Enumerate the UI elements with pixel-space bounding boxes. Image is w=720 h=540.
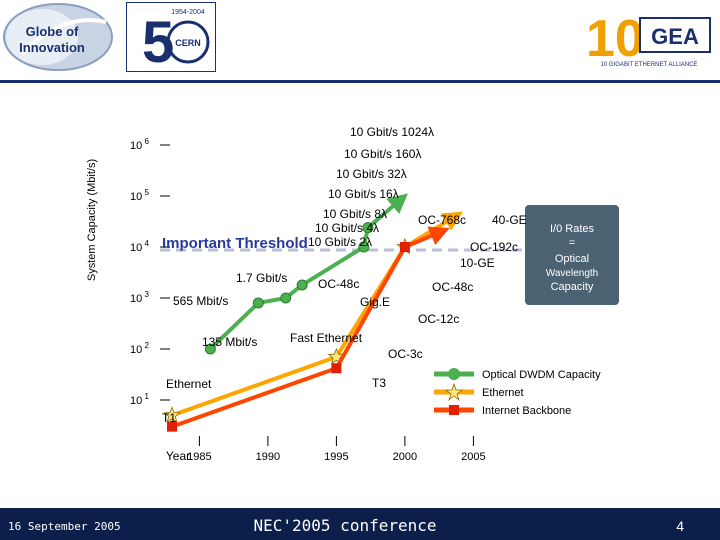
dwdm-point <box>252 297 264 309</box>
annotation-label: 1.7 Gbit/s <box>236 271 287 285</box>
legend-dwdm-label: Optical DWDM Capacity <box>482 369 601 381</box>
10gea-logo: 10 GEA 10 GIGABIT ETHERNET ALLIANCE <box>586 10 711 68</box>
annotation-label: 10 Gbit/s 8λ <box>323 207 387 221</box>
annotation-label: OC-48c <box>318 277 359 291</box>
annotation-label: Ethernet <box>166 377 212 391</box>
svg-text:Innovation: Innovation <box>19 40 85 55</box>
svg-text:Globe of: Globe of <box>26 24 79 39</box>
annotation-label: 40-GE <box>492 213 527 227</box>
annotation-label: 10 Gbit/s 4λ <box>315 221 379 235</box>
threshold-label: Important Threshold <box>162 235 308 252</box>
ethernet-point <box>163 406 181 423</box>
svg-text:CERN: CERN <box>175 38 201 48</box>
annotation-label: OC-192c <box>470 240 518 254</box>
dwdm-point <box>280 292 292 304</box>
y-tick-label: 10 1 <box>130 392 149 407</box>
x-tick-label: 1990 <box>256 451 280 463</box>
capacity-chart: 10 1 10 2 10 3 10 4 10 5 10 6 1985 1990 1995 2000… <box>130 125 620 463</box>
cern-50-logo: 5 CERN 1954-2004 <box>126 2 216 72</box>
svg-text:1954-2004: 1954-2004 <box>171 9 205 16</box>
svg-text:10 GIGABIT ETHERNET ALLIANCE: 10 GIGABIT ETHERNET ALLIANCE <box>601 62 698 68</box>
x-tick-label: 1985 <box>187 451 211 463</box>
annotation-label: 10 Gbit/s 16λ <box>328 187 399 201</box>
footer-title: NEC'2005 conference <box>253 516 437 535</box>
io-note-line-3: Optical <box>555 253 589 265</box>
footer: 16 September 2005 NEC'2005 conference 4 <box>0 508 720 540</box>
annotation-label: 10 Gbit/s 160λ <box>344 147 421 161</box>
annotation-label: 135 Mbit/s <box>202 335 257 349</box>
y-tick-label: 10 6 <box>130 137 149 152</box>
io-note-line-1: I/0 Rates <box>550 223 595 235</box>
legend-backbone-marker <box>449 405 459 415</box>
y-tick-label: 10 2 <box>130 341 149 356</box>
x-tick-label: 2005 <box>461 451 485 463</box>
legend-dwdm-marker <box>448 368 460 380</box>
y-tick-label: 10 5 <box>130 188 149 203</box>
footer-date: 16 September 2005 <box>8 520 121 533</box>
io-rates-box <box>525 205 619 305</box>
legend: Optical DWDM Capacity Ethernet Internet … <box>434 368 601 417</box>
legend-ethernet-marker <box>444 382 464 402</box>
svg-text:GEA: GEA <box>651 24 699 49</box>
dwdm-point <box>296 279 308 291</box>
page-number: 4 <box>676 518 684 534</box>
annotation-label: 10 Gbit/s 2λ <box>308 235 372 249</box>
x-axis-label: Year <box>166 449 190 463</box>
svg-text:10: 10 <box>586 10 644 68</box>
y-tick-label: 10 4 <box>130 239 149 254</box>
y-tick-label: 10 3 <box>130 290 149 305</box>
x-tick-label: 1995 <box>324 451 348 463</box>
annotation-label: OC-768c <box>418 213 466 227</box>
dwdm-point <box>362 222 374 234</box>
legend-ethernet-label: Ethernet <box>482 387 524 399</box>
header-divider <box>0 80 720 83</box>
backbone-point <box>167 421 177 432</box>
annotation-label: T3 <box>372 376 386 390</box>
io-note-line-4: Wavelength <box>546 268 598 279</box>
legend-backbone-label: Internet Backbone <box>482 405 571 417</box>
annotation-label: OC-3c <box>388 347 423 361</box>
backbone-point <box>331 363 342 374</box>
io-note-line-5: Capacity <box>551 281 594 293</box>
annotation-label: T1 <box>162 411 176 425</box>
backbone-point <box>399 242 410 252</box>
series-line-3 <box>171 226 450 429</box>
io-note-line-2: = <box>569 237 575 249</box>
globe-of-innovation-logo: Globe of Innovation <box>3 3 113 71</box>
annotation-label: 10 Gbit/s 1024λ <box>350 125 434 139</box>
annotation-label: OC-12c <box>418 312 459 326</box>
annotation-label: Gig.E <box>360 295 390 309</box>
annotation-label: 10-GE <box>460 256 495 270</box>
dwdm-point <box>358 241 370 253</box>
annotation-label: 10 Gbit/s 32λ <box>336 167 407 181</box>
dwdm-point <box>204 343 216 355</box>
header: Globe of Innovation 5 CERN 1954-2004 10 … <box>0 0 720 80</box>
annotation-label: OC-48c <box>432 280 473 294</box>
x-tick-label: 2000 <box>393 451 417 463</box>
annotation-label: 565 Mbit/s <box>173 294 228 308</box>
annotation-label: Fast Ethernet <box>290 331 363 345</box>
